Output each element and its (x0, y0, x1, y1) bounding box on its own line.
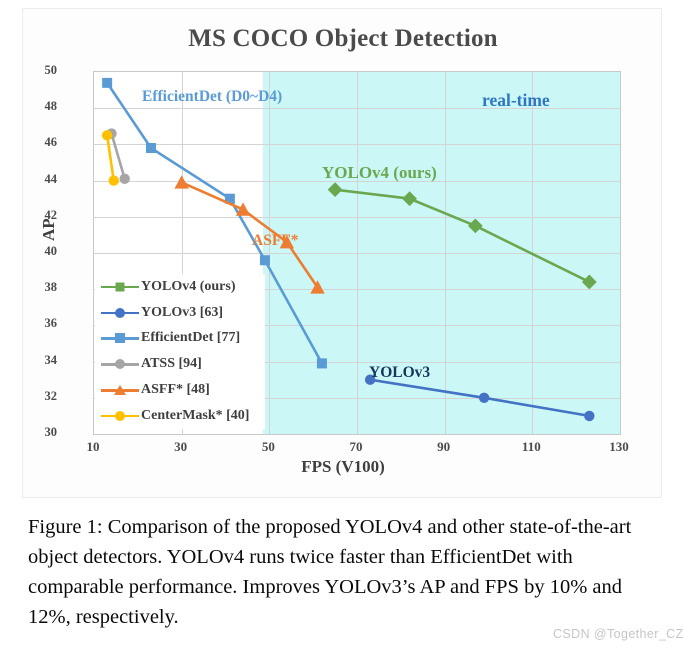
legend-swatch (101, 307, 139, 319)
data-series-layer (101, 77, 597, 422)
legend-item-label: ATSS [94] (141, 356, 202, 372)
data-point-marker (174, 175, 189, 189)
chart-legend: YOLOv4 (ours) YOLOv3 [63] EfficientDet [77… (95, 274, 265, 429)
chart-card: MS COCO Object Detection AP FPS (V100) 3… (22, 8, 662, 498)
y-tick-label: 34 (44, 352, 58, 367)
legend-item-2[interactable]: EfficientDet [77] (95, 326, 265, 352)
gridline-vertical (444, 72, 446, 434)
legend-item-label: CenterMask* [40] (141, 407, 250, 423)
circle-marker-icon (115, 410, 125, 421)
watermark: CSDN @Together_CZ (553, 627, 684, 641)
y-tick-label: 50 (44, 63, 58, 77)
y-tick-label: 38 (44, 280, 58, 295)
circle-marker-icon (115, 359, 125, 370)
plot-area: EfficientDet (D0~D4) real-time YOLOv4 (o… (93, 71, 621, 435)
y-tick-label: 32 (44, 388, 58, 403)
data-point-marker (119, 173, 130, 184)
data-point-marker (581, 274, 597, 290)
data-point-marker (327, 182, 343, 198)
annotation-realtime: real-time (482, 90, 550, 110)
x-tick-label: 50 (261, 439, 275, 454)
circle-marker-icon (115, 307, 125, 318)
x-tick-label: 70 (349, 439, 363, 454)
legend-swatch (101, 358, 139, 370)
y-tick-label: 40 (44, 244, 58, 258)
triangle-marker-icon (114, 385, 126, 396)
annotation-yolov4: YOLOv4 (ours) (322, 163, 437, 182)
data-point-marker (259, 255, 270, 266)
series-line (105, 135, 116, 181)
x-tick-label: 90 (437, 439, 451, 454)
data-point-marker (101, 130, 113, 141)
legend-item-label: ASFF* [48] (141, 382, 210, 398)
legend-item-0[interactable]: YOLOv4 (ours) (95, 274, 265, 300)
legend-item-3[interactable]: ATSS [94] (95, 351, 265, 377)
data-point-marker (224, 193, 235, 204)
series-yolov3-63 (364, 374, 595, 422)
data-point-marker (108, 175, 119, 186)
square-marker-icon (115, 333, 125, 344)
x-tick-label: 110 (521, 439, 541, 454)
y-tick-label: 46 (44, 135, 58, 150)
x-tick-label: 30 (174, 439, 188, 454)
legend-swatch (101, 410, 139, 422)
gridline-vertical (357, 72, 358, 434)
legend-item-label: YOLOv4 (ours) (141, 278, 236, 294)
annotation-efficientdet: EfficientDet (D0~D4) (142, 88, 283, 105)
legend-swatch (101, 281, 139, 293)
y-tick-label: 30 (44, 425, 58, 439)
chart-title: MS COCO Object Detection (188, 25, 498, 52)
y-tick-label: 42 (44, 207, 58, 222)
y-tick-label: 44 (44, 171, 58, 186)
annotation-asff: ASFF* (252, 232, 299, 249)
series-asff-48 (174, 175, 325, 294)
data-point-marker (316, 358, 327, 369)
data-point-marker (145, 143, 156, 154)
data-point-marker (102, 77, 113, 88)
x-tick-label: 10 (86, 439, 100, 454)
data-point-marker (467, 218, 483, 234)
x-tick-label: 130 (609, 439, 629, 454)
gridline-vertical (269, 72, 271, 434)
legend-swatch (101, 384, 139, 396)
data-point-marker (235, 202, 251, 216)
series-line (334, 188, 590, 284)
legend-item-label: EfficientDet [77] (141, 330, 241, 346)
series-yolov4-ours (327, 182, 597, 290)
legend-item-4[interactable]: ASFF* [48] (95, 377, 265, 403)
data-point-marker (279, 234, 295, 249)
series-line (181, 181, 319, 289)
legend-item-1[interactable]: YOLOv3 [63] (95, 300, 265, 326)
gridline-vertical (181, 72, 183, 434)
legend-item-5[interactable]: CenterMask* [40] (95, 403, 265, 429)
legend-item-label: YOLOv3 [63] (141, 304, 224, 320)
series-line (110, 133, 126, 180)
data-point-marker (310, 280, 325, 294)
data-point-marker (402, 191, 417, 207)
data-point-marker (478, 392, 490, 403)
y-tick-label: 48 (44, 99, 58, 114)
diamond-marker-icon (115, 282, 125, 292)
data-point-marker (364, 374, 376, 385)
figure-caption: Figure 1: Comparison of the proposed YOL… (28, 516, 632, 628)
series-efficientdet-77 (102, 77, 327, 369)
x-axis-label: FPS (V100) (301, 457, 385, 476)
series-centermask-40 (101, 130, 119, 186)
y-tick-label: 36 (44, 316, 58, 331)
legend-swatch (101, 332, 139, 344)
data-point-marker (584, 410, 595, 422)
annotation-yolov3: YOLOv3 (369, 364, 431, 381)
